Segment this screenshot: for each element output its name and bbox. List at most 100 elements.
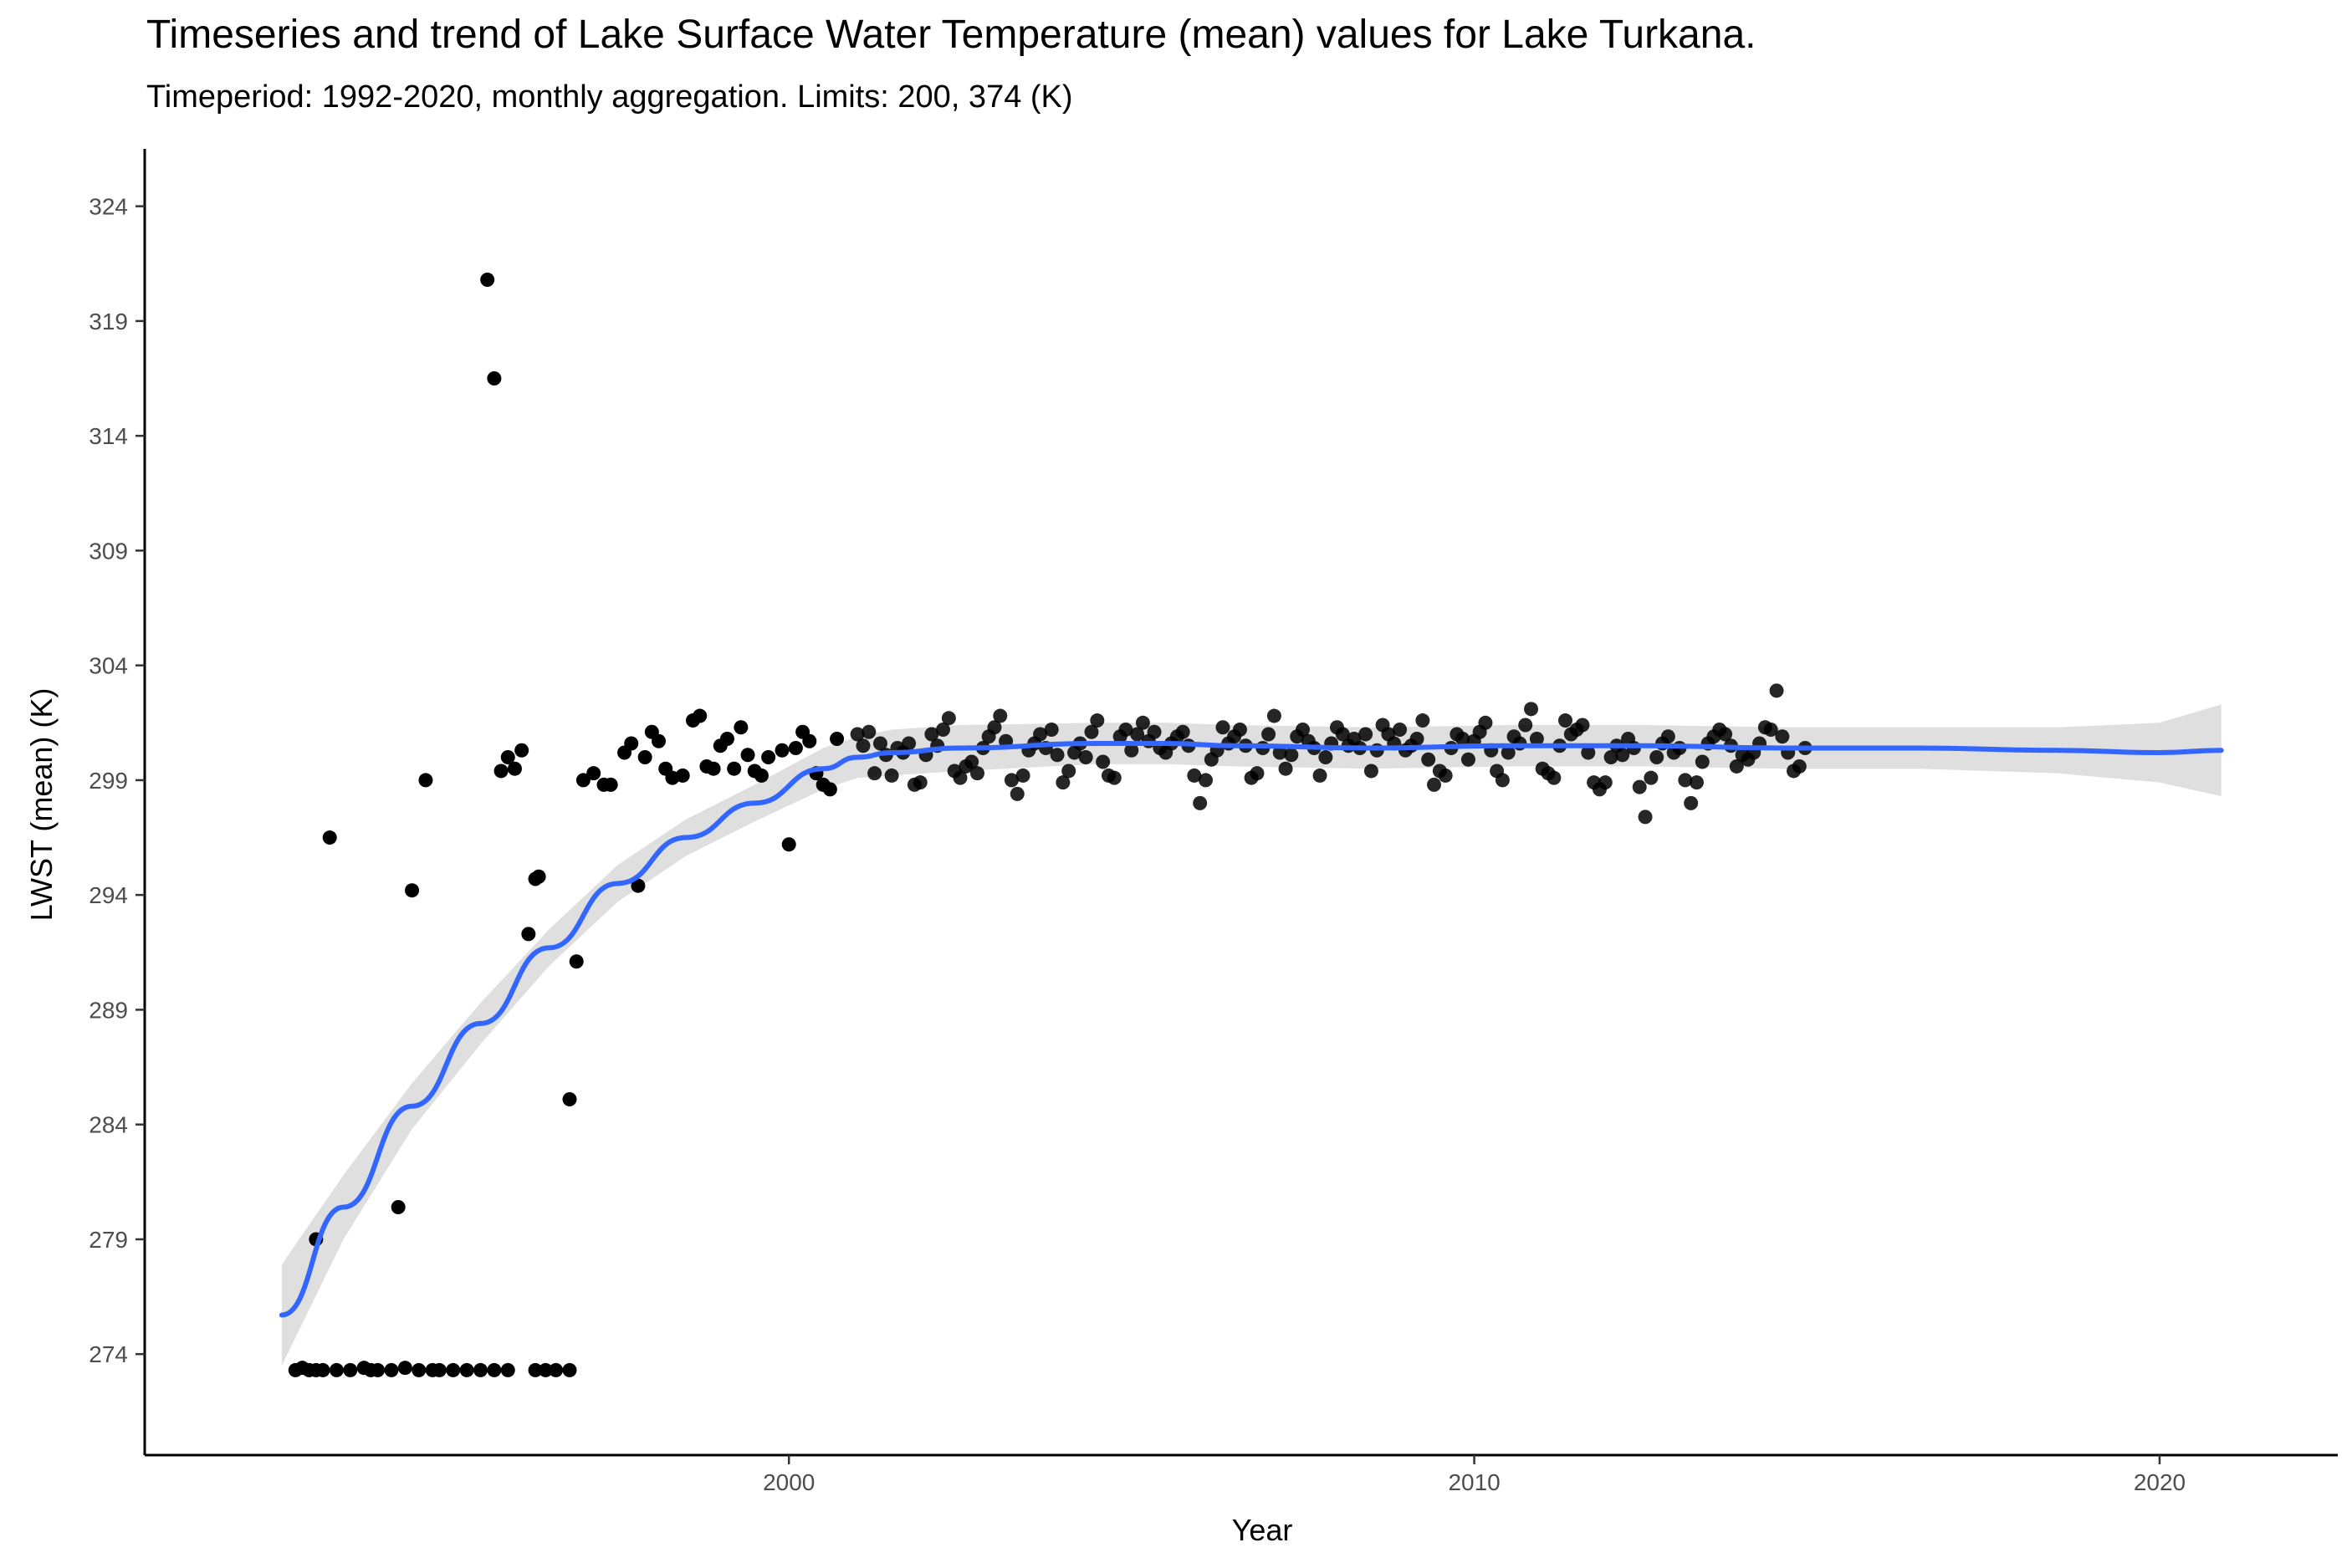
data-point xyxy=(405,883,420,898)
data-point xyxy=(1409,732,1424,747)
data-point xyxy=(459,1362,474,1377)
data-point xyxy=(1193,795,1208,810)
chart-subtitle: Timeperiod: 1992-2020, monthly aggregati… xyxy=(146,79,1073,115)
data-point xyxy=(1581,745,1596,760)
data-point xyxy=(473,1362,488,1377)
data-point xyxy=(1358,727,1373,742)
data-point xyxy=(941,711,956,726)
data-point xyxy=(1096,754,1111,769)
data-point xyxy=(1107,770,1122,785)
data-point xyxy=(924,727,939,742)
data-point xyxy=(528,1362,543,1377)
x-tick-label: 2020 xyxy=(2134,1469,2186,1495)
data-point xyxy=(727,761,742,776)
data-point xyxy=(734,720,749,735)
y-tick-label: 314 xyxy=(89,423,128,449)
data-point xyxy=(1547,770,1562,785)
data-point xyxy=(1415,713,1430,728)
data-point xyxy=(1090,713,1105,728)
data-point xyxy=(562,1091,577,1106)
data-point xyxy=(1524,702,1539,717)
data-point xyxy=(802,733,817,748)
axes-layer: 274 279 284 289 294 299 304 309 314 319 324 2000 201… xyxy=(89,149,2338,1495)
data-point xyxy=(1557,713,1572,728)
data-point xyxy=(586,766,601,781)
data-point xyxy=(1684,795,1699,810)
data-point xyxy=(624,736,639,751)
y-tick-label: 279 xyxy=(89,1227,128,1253)
data-point xyxy=(1056,775,1071,790)
data-point xyxy=(371,1362,386,1377)
data-point xyxy=(384,1362,399,1377)
data-point xyxy=(1084,724,1099,739)
data-point xyxy=(1232,723,1247,738)
y-tick-label: 309 xyxy=(89,538,128,564)
y-tick-label: 304 xyxy=(89,653,128,679)
y-tick-label: 319 xyxy=(89,309,128,335)
data-point xyxy=(1501,745,1516,760)
data-point xyxy=(1438,768,1453,783)
data-point xyxy=(1124,743,1139,758)
y-tick-label: 284 xyxy=(89,1112,128,1138)
data-point xyxy=(830,732,845,747)
data-point xyxy=(1135,715,1150,730)
data-point xyxy=(1004,773,1019,788)
data-point xyxy=(1278,761,1293,776)
data-point xyxy=(1312,768,1327,783)
data-point xyxy=(1603,749,1618,764)
data-point xyxy=(862,724,877,739)
data-point xyxy=(1421,752,1436,767)
data-points-layer xyxy=(288,272,1813,1377)
data-point xyxy=(1261,727,1276,742)
x-tick-label: 2010 xyxy=(1448,1469,1500,1495)
data-point xyxy=(1660,729,1675,744)
data-point xyxy=(1250,766,1265,781)
data-point xyxy=(902,736,917,751)
data-point xyxy=(315,1362,330,1377)
data-point xyxy=(1775,729,1790,744)
data-point xyxy=(1460,752,1475,767)
x-tick-label: 2000 xyxy=(763,1469,815,1495)
data-point xyxy=(1649,749,1664,764)
y-tick-label: 289 xyxy=(89,997,128,1023)
data-point xyxy=(1495,773,1510,788)
data-point xyxy=(569,954,584,969)
data-point xyxy=(706,761,721,776)
data-point xyxy=(562,1362,577,1377)
data-point xyxy=(531,869,546,884)
data-point xyxy=(446,1362,461,1377)
data-point xyxy=(514,743,529,758)
data-point xyxy=(412,1362,427,1377)
data-point xyxy=(538,1362,553,1377)
data-point xyxy=(1632,779,1647,794)
data-point xyxy=(1061,764,1076,779)
data-point xyxy=(761,749,776,764)
data-point xyxy=(1729,758,1744,774)
data-point xyxy=(493,764,509,779)
data-point xyxy=(1598,775,1613,790)
data-point xyxy=(1689,775,1704,790)
data-point xyxy=(936,723,951,738)
data-point xyxy=(418,773,433,788)
data-point xyxy=(987,720,1002,735)
data-point xyxy=(1455,732,1470,747)
data-point xyxy=(1678,773,1693,788)
trend-line xyxy=(279,740,2224,1318)
data-point xyxy=(1363,764,1378,779)
data-point xyxy=(507,761,522,776)
data-point xyxy=(953,770,968,785)
data-point xyxy=(781,837,796,852)
chart-title: Timeseries and trend of Lake Surface Wat… xyxy=(146,13,1756,57)
data-point xyxy=(397,1361,412,1376)
data-point xyxy=(1575,718,1590,733)
data-point xyxy=(652,733,667,748)
data-point xyxy=(1284,748,1299,763)
data-point xyxy=(993,708,1008,723)
data-point xyxy=(1044,723,1059,738)
data-point xyxy=(1130,727,1145,742)
data-point xyxy=(1147,724,1162,739)
data-point xyxy=(1763,723,1778,738)
data-point xyxy=(969,766,984,781)
data-point xyxy=(1187,768,1202,783)
